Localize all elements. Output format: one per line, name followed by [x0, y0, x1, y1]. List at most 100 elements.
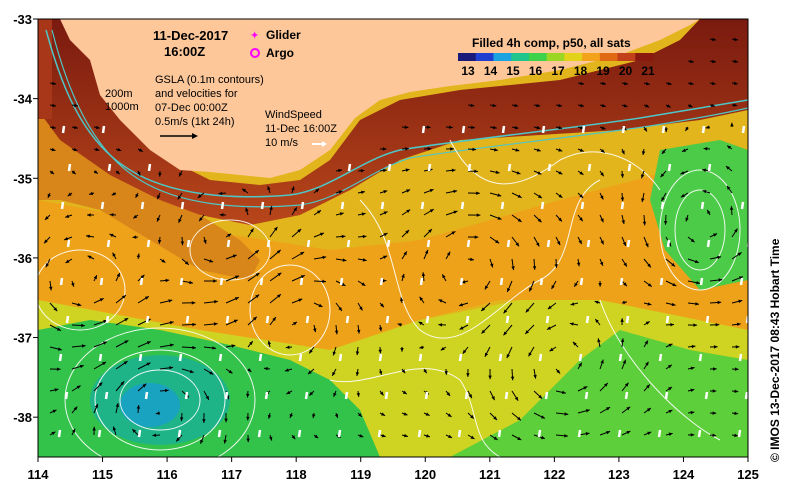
velocity-arrowhead	[67, 192, 72, 197]
velocity-arrowhead	[713, 345, 718, 349]
velocity-arrowhead	[622, 241, 626, 246]
wind-arrow	[586, 239, 591, 248]
velocity-arrowhead	[664, 128, 668, 133]
velocity-arrowhead	[474, 169, 478, 174]
colorbar-swatch	[599, 53, 619, 61]
velocity-arrowhead	[497, 216, 502, 220]
wind-arrow	[347, 163, 352, 172]
velocity-arrowhead	[546, 326, 551, 330]
velocity-arrowhead	[569, 322, 574, 326]
wind-arrow	[300, 201, 305, 210]
wind-arrow	[625, 315, 630, 324]
velocity-arrowhead	[667, 81, 672, 86]
velocity-arrowhead	[492, 103, 497, 108]
velocity-arrowhead	[713, 367, 717, 371]
velocity-arrowhead	[50, 170, 55, 175]
velocity-arrowhead	[165, 388, 169, 393]
wind-label-2: 11-Dec 16:00Z	[265, 123, 337, 135]
wind-arrow	[66, 239, 71, 248]
colorbar-tick-label: 14	[484, 64, 498, 78]
velocity-arrowhead	[558, 148, 563, 152]
cool-water-east	[650, 140, 748, 290]
x-tick-label: 120	[414, 467, 436, 482]
velocity-arrowhead	[116, 273, 120, 278]
velocity-arrowhead	[514, 125, 519, 130]
velocity-arrowhead	[497, 193, 502, 197]
velocity-arrowhead	[380, 303, 384, 308]
velocity-arrowhead	[300, 275, 305, 279]
velocity-arrowhead	[644, 340, 648, 345]
x-tick-label: 117	[221, 467, 242, 482]
velocity-arrowhead	[599, 261, 604, 266]
velocity-arrowhead	[86, 234, 90, 239]
velocity-arrowhead	[661, 197, 665, 202]
x-tick-label: 115	[92, 467, 113, 482]
velocity-arrowhead	[481, 307, 486, 311]
colorbar-swatch	[564, 53, 583, 61]
wind-arrow	[621, 125, 626, 134]
velocity-arrowhead	[438, 299, 443, 303]
velocity-arrowhead	[668, 409, 673, 414]
wind-arrow	[377, 429, 382, 438]
velocity-arrowhead	[537, 218, 542, 223]
velocity-arrowhead	[602, 81, 606, 86]
velocity-arrowhead	[507, 288, 511, 293]
velocity-arrowhead	[356, 329, 361, 334]
velocity-arrowhead	[136, 253, 141, 258]
wind-arrow	[138, 353, 143, 362]
velocity-arrowhead	[447, 413, 452, 417]
wind-arrow	[618, 353, 623, 362]
velocity-arrowhead	[383, 168, 387, 173]
velocity-arrowhead	[600, 359, 604, 364]
wind-arrow	[741, 125, 746, 134]
velocity-arrowhead	[641, 198, 645, 203]
velocity-arrowhead	[541, 435, 545, 440]
wind-arrow	[299, 277, 304, 286]
velocity-arrowhead	[179, 172, 183, 177]
velocity-arrowhead	[474, 235, 479, 239]
velocity-arrowhead	[429, 209, 434, 213]
wind-arrow	[59, 277, 64, 286]
velocity-arrowhead	[734, 59, 738, 64]
wind-arrow	[537, 429, 542, 438]
wind-arrow	[346, 239, 351, 248]
velocity-arrowhead	[293, 321, 298, 326]
velocity-arrowhead	[643, 127, 647, 132]
velocity-arrowhead	[601, 126, 606, 130]
gsla-label-2: and velocities for	[155, 88, 238, 100]
wind-arrow	[305, 315, 310, 324]
velocity-arrowhead	[621, 150, 625, 155]
wind-arrow	[139, 277, 144, 286]
velocity-arrowhead	[717, 300, 722, 305]
wind-arrow	[700, 201, 705, 210]
velocity-arrowhead	[663, 221, 668, 225]
velocity-arrowhead	[535, 242, 540, 247]
velocity-arrowhead	[604, 382, 608, 387]
velocity-arrowhead	[710, 103, 715, 108]
velocity-arrowhead	[690, 366, 695, 370]
velocity-arrowhead	[558, 103, 563, 108]
velocity-arrowhead	[579, 171, 584, 175]
velocity-arrowhead	[671, 302, 676, 307]
velocity-arrowhead	[536, 125, 541, 130]
velocity-arrowhead	[192, 322, 196, 327]
colorbar-tick-label: 20	[619, 64, 633, 78]
velocity-arrowhead	[213, 322, 218, 326]
velocity-arrowhead	[579, 194, 584, 199]
velocity-arrowhead	[286, 390, 291, 395]
velocity-arrowhead	[423, 369, 427, 374]
velocity-arrowhead	[690, 238, 695, 243]
wind-arrow	[460, 201, 465, 210]
wind-arrow	[505, 315, 510, 324]
velocity-arrowhead	[685, 217, 689, 222]
wind-arrow	[458, 353, 463, 362]
velocity-arrowhead	[446, 392, 451, 396]
velocity-arrowhead	[622, 300, 627, 305]
wind-arrow	[418, 353, 423, 362]
velocity-arrowhead	[98, 382, 103, 387]
velocity-arrowhead	[332, 351, 336, 356]
velocity-arrowhead	[379, 391, 384, 396]
x-tick-label: 125	[737, 467, 759, 482]
velocity-arrowhead	[73, 147, 78, 152]
isobath-200m-label: 200m	[105, 88, 133, 100]
